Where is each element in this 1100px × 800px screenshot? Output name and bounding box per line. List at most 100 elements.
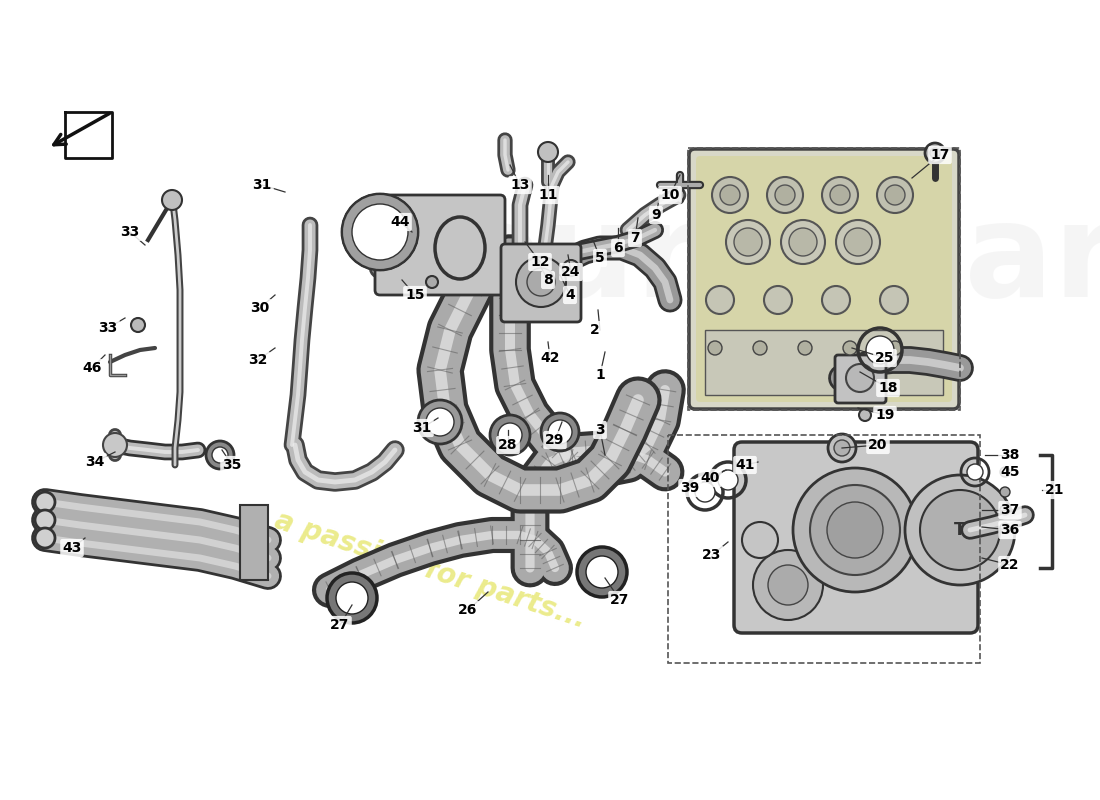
FancyBboxPatch shape [500,244,581,322]
Circle shape [35,528,55,548]
FancyBboxPatch shape [689,149,959,409]
Text: 42: 42 [540,351,560,365]
Circle shape [781,220,825,264]
Bar [668,435,980,663]
Circle shape [578,547,627,597]
Circle shape [206,441,234,469]
Text: 39: 39 [681,481,700,495]
Circle shape [844,228,872,256]
Circle shape [35,492,55,512]
Text: 23: 23 [702,548,722,562]
Text: 7: 7 [630,231,640,245]
FancyBboxPatch shape [835,355,886,403]
Text: 46: 46 [82,361,101,375]
Circle shape [538,142,558,162]
Text: 43: 43 [63,541,81,555]
Circle shape [1000,523,1010,533]
Circle shape [426,408,454,436]
Circle shape [798,341,812,355]
Circle shape [1000,505,1010,515]
Circle shape [930,148,940,158]
FancyBboxPatch shape [375,195,505,295]
Circle shape [720,185,740,205]
Circle shape [925,143,945,163]
Text: 17: 17 [931,148,949,162]
Circle shape [541,413,579,451]
Text: 24: 24 [561,265,581,279]
Text: 2: 2 [590,323,600,337]
Circle shape [103,433,127,457]
Text: 31: 31 [412,421,431,435]
Circle shape [490,415,530,455]
Circle shape [810,485,900,575]
Circle shape [212,447,228,463]
Text: 8: 8 [543,273,553,287]
Circle shape [828,434,856,462]
Text: 10: 10 [660,188,680,202]
Circle shape [742,522,778,558]
Text: 38: 38 [1000,448,1020,462]
Text: 35: 35 [222,458,242,472]
Circle shape [706,286,734,314]
Text: 22: 22 [1000,558,1020,572]
Circle shape [734,228,762,256]
Text: 20: 20 [868,438,888,452]
Text: 6: 6 [613,241,623,255]
Text: 21: 21 [1045,483,1065,497]
Circle shape [754,341,767,355]
Circle shape [548,420,572,444]
Text: 26: 26 [459,603,477,617]
Bar [240,505,268,580]
Text: a passion for parts...: a passion for parts... [271,506,590,634]
Circle shape [793,468,917,592]
Circle shape [726,220,770,264]
Circle shape [789,228,817,256]
Text: 15: 15 [405,288,425,302]
Circle shape [920,490,1000,570]
Text: T: T [955,521,966,539]
Text: 27: 27 [330,618,350,632]
Text: 3: 3 [595,423,605,437]
Circle shape [822,286,850,314]
Circle shape [843,341,857,355]
Circle shape [836,220,880,264]
Circle shape [342,194,418,270]
Circle shape [498,423,522,447]
Text: 31: 31 [252,178,272,192]
Circle shape [764,286,792,314]
Circle shape [888,341,902,355]
Circle shape [516,257,566,307]
Circle shape [712,177,748,213]
Circle shape [162,190,182,210]
Bar [688,148,960,410]
Circle shape [327,573,377,623]
Circle shape [880,286,907,314]
Circle shape [830,185,850,205]
Circle shape [35,510,55,530]
Text: 41: 41 [735,458,755,472]
Circle shape [967,464,983,480]
Text: 11: 11 [538,188,558,202]
Circle shape [846,364,874,392]
Circle shape [718,470,738,490]
Text: 30: 30 [251,301,270,315]
Text: 36: 36 [1000,523,1020,537]
Circle shape [859,409,871,421]
Text: 27: 27 [610,593,629,607]
Text: eurospares: eurospares [453,197,1100,323]
Circle shape [336,582,368,614]
Circle shape [352,204,408,260]
Text: 13: 13 [510,178,530,192]
Circle shape [1000,467,1010,477]
Circle shape [886,185,905,205]
Text: 40: 40 [701,471,719,485]
Circle shape [586,556,618,588]
Text: 12: 12 [530,255,550,269]
Circle shape [131,318,145,332]
Circle shape [822,177,858,213]
Text: 33: 33 [120,225,140,239]
Circle shape [426,276,438,288]
Circle shape [418,400,462,444]
Text: 9: 9 [651,208,661,222]
Text: 4: 4 [565,288,575,302]
